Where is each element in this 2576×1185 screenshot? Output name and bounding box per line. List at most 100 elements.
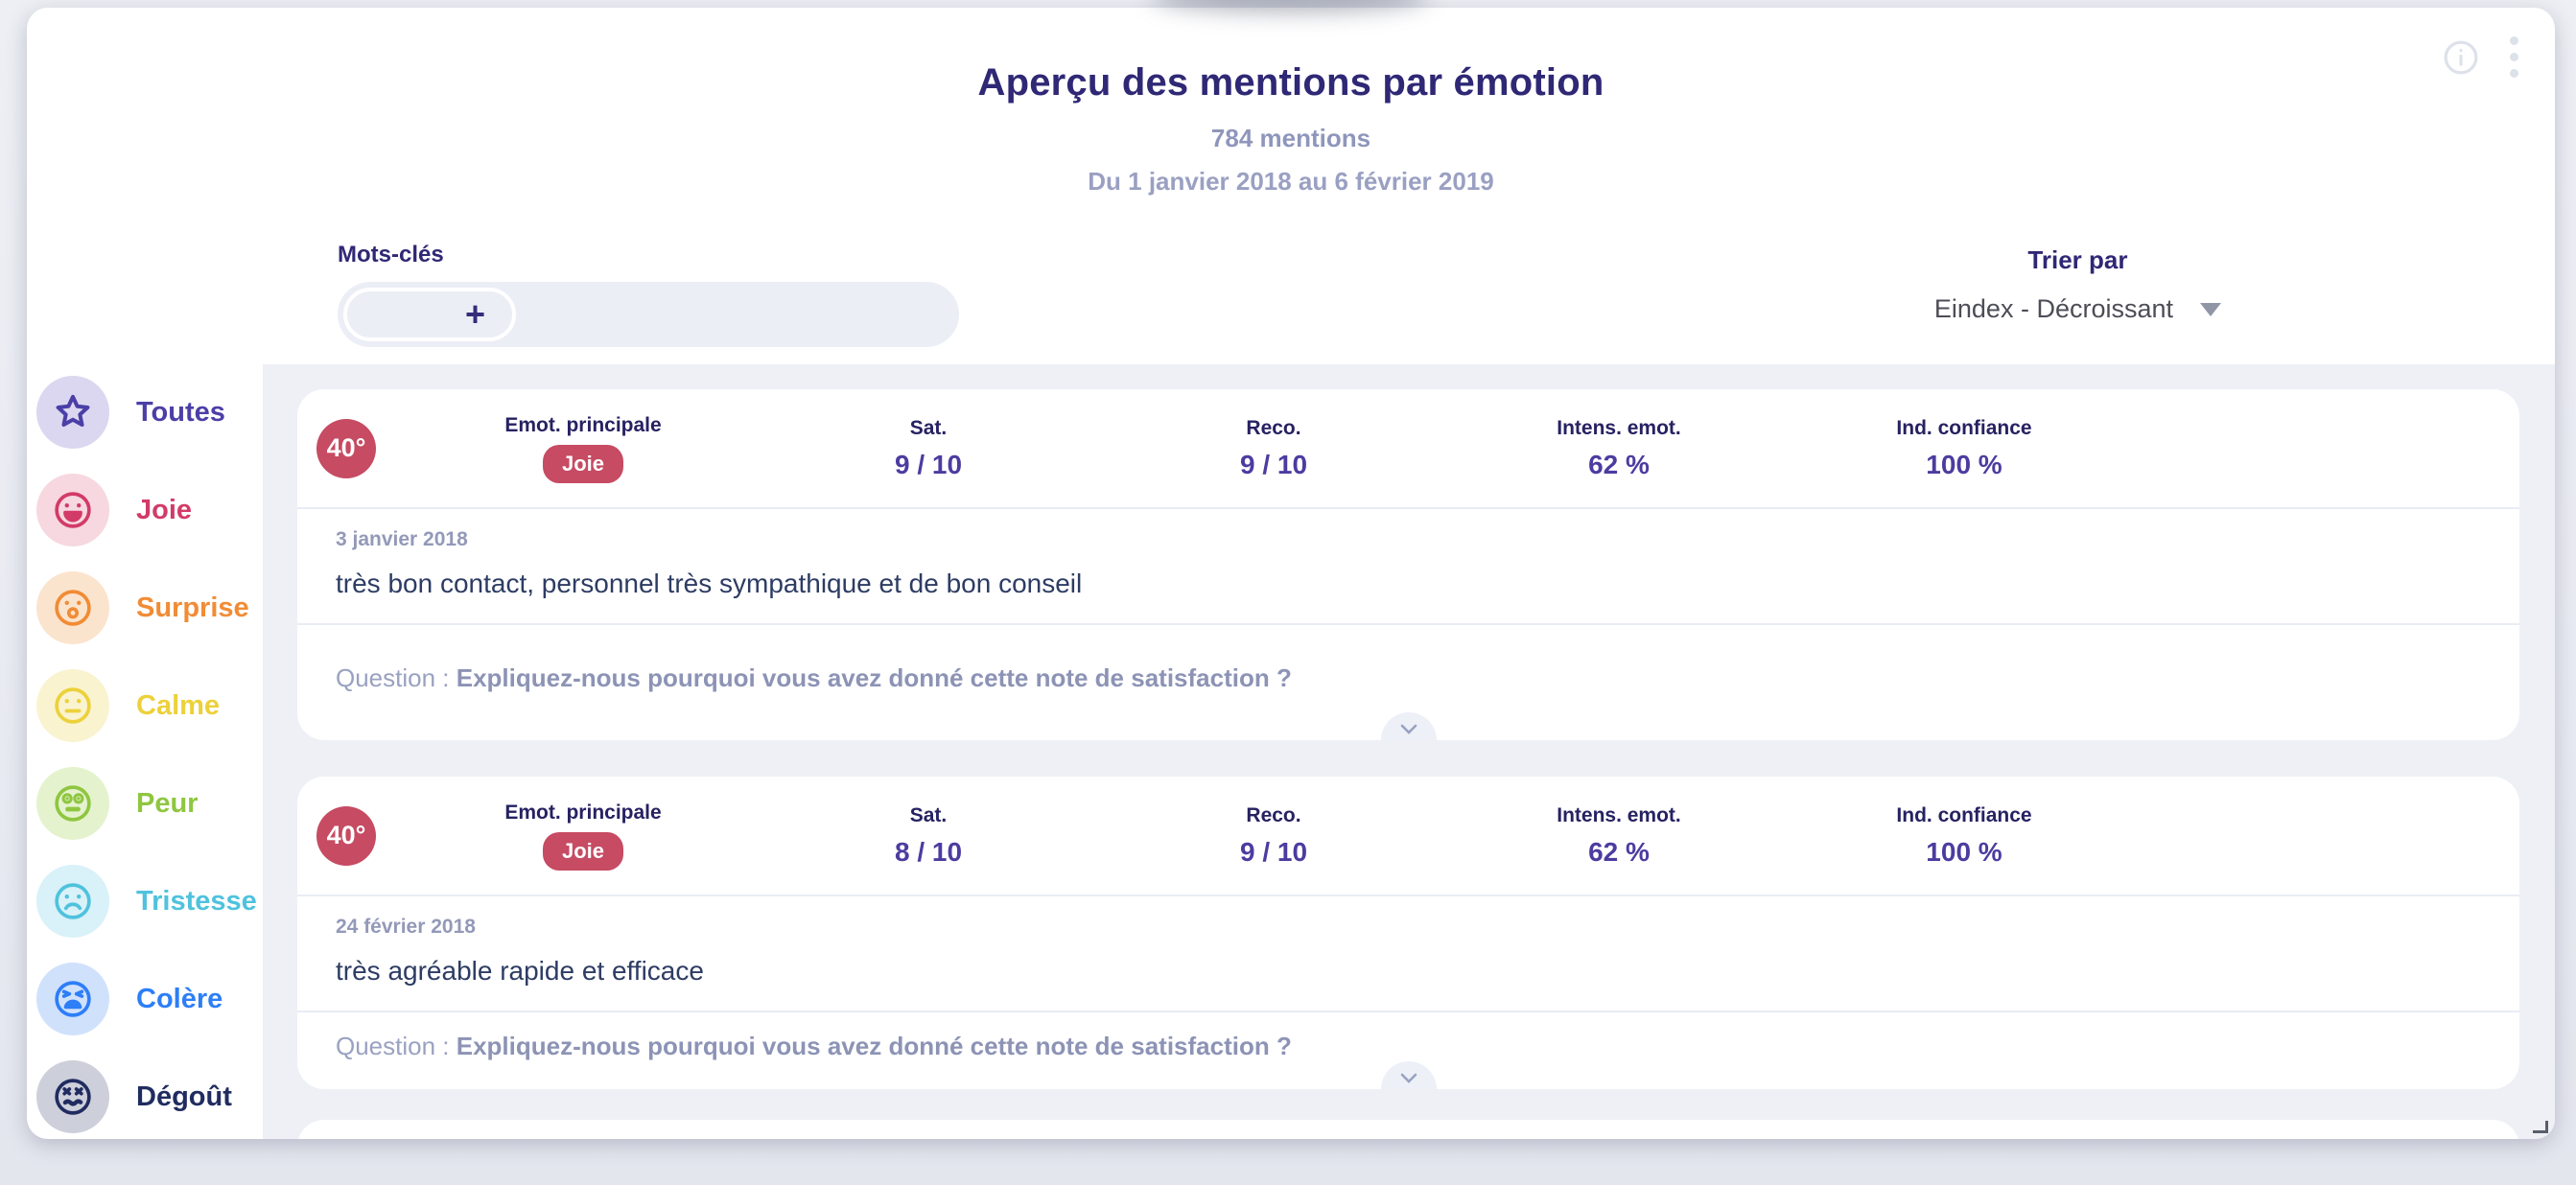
calm-face-icon bbox=[36, 669, 109, 742]
add-keyword-button[interactable]: + bbox=[343, 288, 516, 341]
mention-question: Question : Expliquez-nous pourquoi vous … bbox=[297, 1012, 2519, 1061]
sort-label: Trier par bbox=[2027, 245, 2128, 274]
sidebar-item-label: Tristesse bbox=[136, 885, 257, 917]
stat-label: Emot. principale bbox=[504, 413, 662, 436]
surprise-face-icon bbox=[36, 571, 109, 644]
mention-body: 24 février 2018 très agréable rapide et … bbox=[297, 896, 2519, 1012]
stat-label: Ind. confiance bbox=[1896, 803, 2032, 826]
stat-reco: Reco. 9 / 10 bbox=[1101, 417, 1446, 480]
stat-emotion: Emot. principale Joie bbox=[410, 414, 756, 483]
sidebar-item-label: Dégoût bbox=[136, 1080, 232, 1112]
sidebar-item-tristesse[interactable]: Tristesse bbox=[36, 865, 263, 938]
sidebar-item-label: Colère bbox=[136, 983, 223, 1014]
stat-value: 100 % bbox=[1926, 836, 2002, 867]
resize-handle[interactable] bbox=[2533, 1121, 2548, 1133]
mention-date: 3 janvier 2018 bbox=[336, 528, 468, 550]
mention-body: 3 janvier 2018 très bon contact, personn… bbox=[297, 509, 2519, 625]
star-icon bbox=[36, 376, 109, 449]
stat-value: 9 / 10 bbox=[1239, 836, 1308, 867]
date-range: Du 1 janvier 2018 au 6 février 2019 bbox=[1088, 167, 1494, 196]
stat-intensity: Intens. emot. 62 % bbox=[1446, 804, 1791, 868]
sidebar-item-label: Surprise bbox=[136, 592, 249, 623]
question-prefix: Question : bbox=[336, 1032, 457, 1060]
stat-label: Sat. bbox=[909, 803, 948, 826]
caret-down-icon bbox=[2200, 302, 2221, 316]
mentions-list: 40° Emot. principale Joie Sat. 9 / 10 Re… bbox=[263, 364, 2555, 1139]
stat-value: 9 / 10 bbox=[1239, 449, 1308, 479]
info-icon[interactable] bbox=[2443, 39, 2479, 76]
eindex-badge: 40° bbox=[316, 805, 376, 866]
question-prefix: Question : bbox=[336, 663, 457, 692]
top-shadow bbox=[1151, 0, 1429, 12]
angry-face-icon bbox=[36, 963, 109, 1035]
question-text: Expliquez-nous pourquoi vous avez donné … bbox=[456, 663, 1292, 692]
sidebar-item-calme[interactable]: Calme bbox=[36, 669, 263, 742]
stat-sat: Sat. 8 / 10 bbox=[756, 804, 1101, 868]
mentions-count: 784 mentions bbox=[1210, 124, 1371, 152]
sidebar-item-colere[interactable]: Colère bbox=[36, 963, 263, 1035]
stat-value: 8 / 10 bbox=[894, 836, 963, 867]
mention-stats-row: 40° Emot. principale Joie Sat. 8 / 10 Re… bbox=[297, 777, 2519, 896]
stat-label: Ind. confiance bbox=[1896, 416, 2032, 439]
keywords-input[interactable]: + bbox=[338, 282, 959, 347]
sidebar-item-label: Peur bbox=[136, 787, 199, 819]
stat-label: Intens. emot. bbox=[1557, 416, 1681, 439]
stat-value: 62 % bbox=[1588, 836, 1650, 867]
stat-value: 9 / 10 bbox=[894, 449, 963, 479]
mention-text: très bon contact, personnel très sympath… bbox=[336, 569, 1083, 598]
expand-card-button[interactable] bbox=[1380, 1061, 1437, 1089]
stat-reco: Reco. 9 / 10 bbox=[1101, 804, 1446, 868]
mention-text: très agréable rapide et efficace bbox=[336, 956, 704, 986]
page-title: Aperçu des mentions par émotion bbox=[977, 61, 1604, 104]
sidebar-item-toutes[interactable]: Toutes bbox=[36, 376, 263, 449]
stat-emotion: Emot. principale Joie bbox=[410, 802, 756, 871]
mention-card-partial bbox=[297, 1120, 2519, 1139]
sort-select[interactable]: Eindex - Décroissant bbox=[1934, 294, 2221, 324]
widget-header: Aperçu des mentions par émotion 784 ment… bbox=[27, 61, 2555, 197]
mention-question: Question : Expliquez-nous pourquoi vous … bbox=[297, 625, 2519, 693]
plus-icon: + bbox=[464, 294, 485, 334]
stat-value: 100 % bbox=[1926, 449, 2002, 479]
stat-label: Reco. bbox=[1246, 416, 1301, 439]
fear-face-icon bbox=[36, 767, 109, 840]
sidebar-item-joie[interactable]: Joie bbox=[36, 474, 263, 546]
sidebar-item-surprise[interactable]: Surprise bbox=[36, 571, 263, 644]
kebab-menu-icon[interactable] bbox=[2504, 33, 2524, 81]
mention-card: 40° Emot. principale Joie Sat. 8 / 10 Re… bbox=[297, 777, 2519, 1089]
sidebar-item-label: Calme bbox=[136, 689, 221, 721]
widget-panel: Aperçu des mentions par émotion 784 ment… bbox=[27, 8, 2555, 1139]
sort-selected-value: Eindex - Décroissant bbox=[1933, 294, 2173, 323]
emotion-badge: Joie bbox=[542, 444, 624, 483]
sidebar-item-label: Joie bbox=[136, 494, 193, 525]
sidebar-item-degout[interactable]: Dégoût bbox=[36, 1060, 263, 1133]
joy-face-icon bbox=[36, 474, 109, 546]
keywords-label: Mots-clés bbox=[338, 242, 444, 267]
stat-intensity: Intens. emot. 62 % bbox=[1446, 417, 1791, 480]
eindex-badge: 40° bbox=[316, 418, 376, 478]
emotion-badge: Joie bbox=[542, 831, 624, 871]
emotion-sidebar: Toutes Joie bbox=[36, 376, 263, 1133]
mention-stats-row: 40° Emot. principale Joie Sat. 9 / 10 Re… bbox=[297, 389, 2519, 509]
disgust-face-icon bbox=[36, 1060, 109, 1133]
panel-actions bbox=[2443, 33, 2524, 81]
question-text: Expliquez-nous pourquoi vous avez donné … bbox=[456, 1032, 1292, 1060]
chevron-down-icon bbox=[1400, 1073, 1417, 1083]
stat-confidence: Ind. confiance 100 % bbox=[1791, 804, 2137, 868]
stat-label: Sat. bbox=[909, 416, 948, 439]
sidebar-item-peur[interactable]: Peur bbox=[36, 767, 263, 840]
stat-label: Intens. emot. bbox=[1557, 803, 1681, 826]
expand-card-button[interactable] bbox=[1380, 712, 1437, 740]
sad-face-icon bbox=[36, 865, 109, 938]
chevron-down-icon bbox=[1400, 724, 1417, 734]
keywords-filter: Mots-clés + bbox=[338, 242, 959, 347]
stat-label: Reco. bbox=[1246, 803, 1301, 826]
mention-card: 40° Emot. principale Joie Sat. 9 / 10 Re… bbox=[297, 389, 2519, 740]
sidebar-item-label: Toutes bbox=[136, 396, 225, 428]
stat-sat: Sat. 9 / 10 bbox=[756, 417, 1101, 480]
sort-control: Trier par Eindex - Décroissant bbox=[1934, 245, 2221, 324]
stat-confidence: Ind. confiance 100 % bbox=[1791, 417, 2137, 480]
mention-date: 24 février 2018 bbox=[336, 916, 476, 938]
stat-value: 62 % bbox=[1588, 449, 1650, 479]
stat-label: Emot. principale bbox=[504, 801, 662, 824]
